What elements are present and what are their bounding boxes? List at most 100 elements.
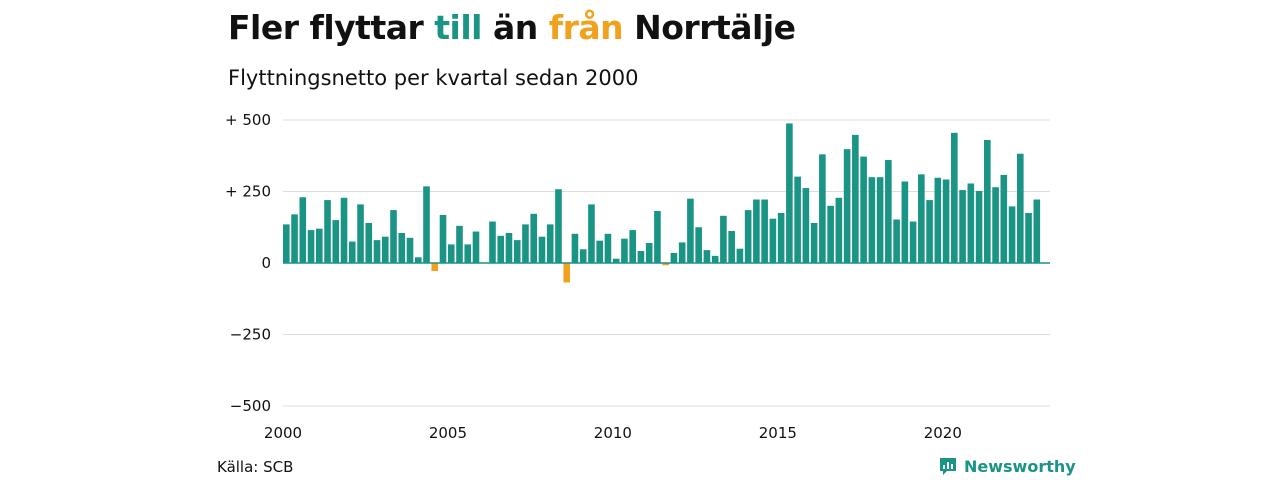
bar [819,154,826,263]
bar [571,233,579,263]
newsworthy-logo-icon [940,458,956,475]
bar [522,224,529,263]
chart-subtitle: Flyttningsnetto per kvartal sedan 2000 [228,66,639,90]
bar [753,199,760,263]
bar [464,244,472,263]
brand-name: Newsworthy [964,456,1076,476]
bar [810,222,818,263]
y-tick-label: + 500 [225,111,271,129]
bar [769,218,777,263]
bar [291,214,298,263]
bar [1008,206,1016,263]
bar [348,241,356,263]
bar [497,235,505,263]
bar [802,188,810,263]
x-tick-label: 2005 [429,424,467,442]
bar [918,174,925,263]
bar [431,263,439,272]
bar [332,220,340,263]
bar [621,238,628,263]
title-fran: från [548,8,624,47]
bar [678,242,686,263]
bar [959,190,966,263]
bar [777,212,785,263]
bar [893,219,900,263]
bar [720,215,727,263]
bar [1017,153,1024,263]
bar [579,249,587,263]
bar [381,236,389,263]
bar [472,231,480,263]
bar [736,248,744,263]
bar [926,200,933,263]
bar [414,257,422,263]
chart-title: Fler flyttar till än från Norrtälje [228,8,796,47]
bar [439,214,447,263]
bar [1025,212,1032,263]
bar [629,230,636,263]
bar [637,250,645,263]
bar [711,255,719,263]
bar [555,189,562,263]
bar [357,204,364,263]
x-tick-label: 2010 [594,424,632,442]
bar [456,225,463,263]
x-tick-label: 2015 [759,424,797,442]
brand-logo[interactable]: Newsworthy [938,456,1076,476]
bar [654,210,661,263]
y-tick-label: + 250 [225,183,271,201]
bar [447,244,455,263]
bar [315,228,323,263]
bar [588,204,595,263]
bar [505,232,513,263]
bar [489,221,496,263]
title-part-1: Fler flyttar [228,8,435,47]
y-tick-label: −250 [230,326,271,344]
bar [687,198,694,263]
bar [365,222,373,263]
bar [604,233,612,263]
bar [860,156,867,263]
bar [827,205,834,263]
bar [852,134,859,263]
title-part-3: Norrtälje [623,8,796,47]
bar [761,199,768,263]
title-till: till [434,8,482,47]
bar [645,242,653,263]
bar [744,210,752,263]
bar [390,210,397,263]
bar [794,176,801,263]
bar [373,240,381,263]
bar [596,240,603,263]
bar [538,236,546,263]
bar [885,160,892,263]
bar [876,177,884,263]
bar [703,250,711,263]
bar [530,213,538,263]
bar [1033,199,1041,263]
bar [563,263,571,283]
bar [786,123,793,263]
bar [984,140,991,263]
bar [662,263,669,266]
bar [728,230,735,263]
x-tick-label: 2020 [924,424,962,442]
y-tick-label: −500 [230,397,271,415]
bar [307,230,315,263]
bar [868,177,876,263]
bar [951,132,958,263]
bar [423,186,430,263]
bar [967,183,975,263]
bar [835,197,843,263]
bar [934,177,942,263]
bar [324,200,331,263]
bar [406,237,414,263]
title-part-2: än [481,8,549,47]
bar [398,232,406,263]
y-tick-label: 0 [261,254,271,272]
bar [901,181,909,263]
bar [975,190,983,263]
bar [843,149,851,263]
bar [283,224,290,263]
